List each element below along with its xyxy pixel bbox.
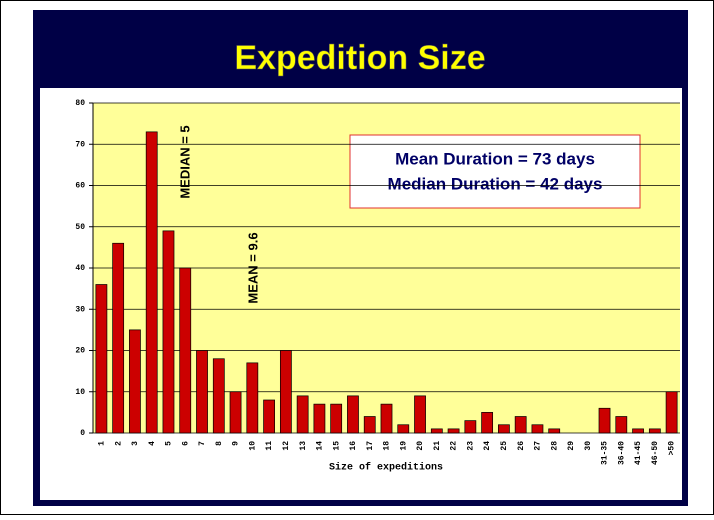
bar: [397, 424, 410, 434]
x-tick-label: 10: [248, 441, 257, 451]
bar: [95, 284, 108, 434]
info-line: Mean Duration = 73 days: [395, 149, 595, 168]
x-tick-label: 21: [433, 441, 442, 451]
bar: [263, 399, 275, 434]
annotation: MEDIAN = 5: [177, 125, 192, 198]
x-tick-label: 25: [500, 441, 509, 451]
bar: [212, 358, 225, 434]
x-tick-label: 30: [584, 441, 593, 451]
x-tick-label: 28: [550, 441, 559, 451]
bar: [313, 403, 326, 434]
bar: [598, 407, 611, 434]
x-tick-label: 7: [198, 441, 207, 446]
y-tick-label: 60: [75, 182, 85, 191]
bar: [481, 412, 494, 434]
bar: [430, 428, 443, 434]
bar: [347, 395, 359, 434]
bar: [414, 395, 426, 434]
x-tick-label: 3: [131, 441, 140, 446]
x-tick-label: 46-50: [651, 441, 660, 465]
y-tick-label: 50: [75, 223, 85, 232]
y-tick-label: 70: [75, 140, 85, 149]
x-tick-label: 24: [483, 441, 492, 451]
y-tick-label: 0: [80, 429, 85, 438]
x-tick-label: 18: [383, 441, 392, 451]
bar: [464, 420, 477, 434]
bar: [665, 391, 678, 434]
bar: [162, 230, 175, 434]
x-tick-label: 19: [399, 441, 408, 451]
x-tick-label: 20: [416, 441, 425, 451]
bar: [632, 428, 644, 434]
x-tick-label: 29: [567, 441, 576, 451]
x-tick-label: 26: [517, 441, 526, 451]
x-tick-label: 6: [181, 441, 190, 446]
bar: [246, 362, 259, 434]
x-axis-label: Size of expeditions: [329, 462, 443, 474]
x-tick-label: 22: [450, 441, 459, 451]
info-box: [349, 134, 641, 209]
y-tick-label: 40: [75, 264, 85, 273]
bar: [112, 242, 125, 434]
bar: [380, 403, 393, 434]
bar: [296, 395, 309, 434]
y-tick-label: 20: [75, 347, 85, 356]
x-tick-label: 13: [299, 441, 308, 451]
y-tick-label: 80: [75, 99, 85, 108]
x-tick-label: 9: [232, 441, 241, 446]
bar: [129, 329, 141, 434]
x-tick-label: 16: [349, 441, 358, 451]
x-tick-label: 2: [114, 441, 123, 446]
x-tick-label: 17: [366, 441, 375, 451]
y-tick-label: 10: [75, 388, 85, 397]
info-line: Median Duration = 42 days: [388, 174, 603, 193]
bar: [330, 403, 343, 434]
chart-title: Expedition Size: [234, 39, 485, 77]
y-tick-label: 30: [75, 305, 85, 314]
bar: [447, 428, 460, 434]
bar: [615, 416, 628, 434]
bar: [179, 267, 192, 434]
x-tick-label: 4: [148, 441, 157, 446]
x-tick-label: 1: [97, 441, 106, 446]
x-tick-label: 41-45: [634, 441, 643, 465]
x-tick-label: >50: [668, 441, 677, 456]
x-tick-label: 14: [316, 441, 325, 451]
x-tick-label: 36-40: [617, 441, 626, 465]
x-tick-label: 5: [165, 441, 174, 446]
bar: [145, 131, 158, 434]
bar: [648, 428, 661, 434]
bar: [196, 350, 208, 434]
bar: [514, 416, 527, 434]
bar: [498, 424, 510, 434]
bar: [279, 350, 292, 434]
bar: [229, 391, 242, 434]
x-tick-label: 12: [282, 441, 291, 451]
x-tick-label: 23: [466, 441, 475, 451]
x-tick-label: 8: [215, 441, 224, 446]
x-tick-label: 31-35: [601, 441, 610, 465]
bar: [531, 424, 544, 434]
x-tick-label: 15: [332, 441, 341, 451]
x-tick-label: 11: [265, 441, 274, 451]
x-tick-label: 27: [534, 441, 543, 451]
bar: [548, 428, 561, 434]
bar: [363, 416, 376, 434]
